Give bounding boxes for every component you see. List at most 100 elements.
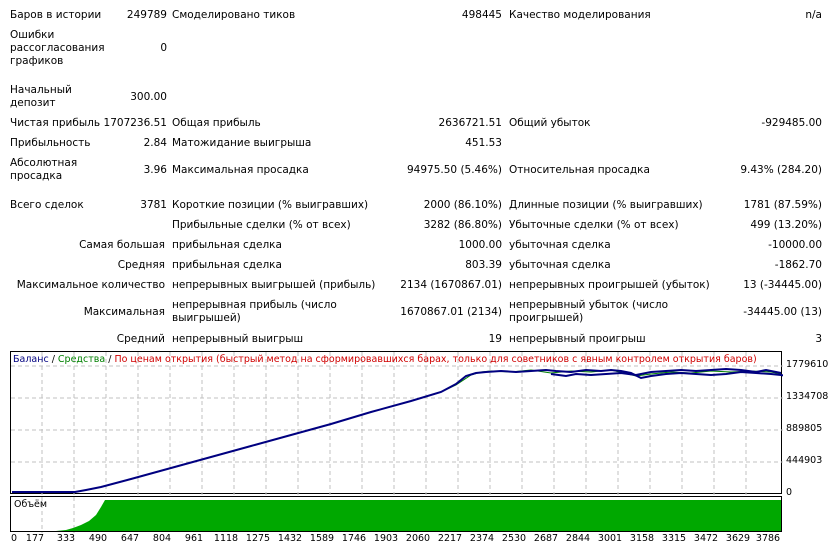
short-positions-value: 2000 (86.10%) xyxy=(423,199,502,211)
average-consecutive-wins-value: 19 xyxy=(488,333,502,345)
average-consecutive-losses-label: непрерывный проигрыш xyxy=(509,333,646,345)
legend-separator: / xyxy=(48,354,58,365)
relative-drawdown-label: Относительная просадка xyxy=(509,164,650,176)
expected-payoff-label: Матожидание выигрыша xyxy=(172,137,312,149)
x-tick-label: 3315 xyxy=(661,533,687,544)
profit-trades-value: 3282 (86.80%) xyxy=(423,219,502,231)
maximal-drawdown-label: Максимальная просадка xyxy=(172,164,309,176)
initial-deposit-label: Начальный депозит xyxy=(10,84,72,109)
volume-plot xyxy=(41,497,781,533)
x-tick-label: 3786 xyxy=(755,533,781,544)
x-tick-label: 3158 xyxy=(629,533,655,544)
balance-line-tail xyxy=(550,367,782,378)
maximal-profit-value: 1670867.01 (2134) xyxy=(400,306,502,318)
x-tick-label: 804 xyxy=(152,533,172,544)
x-tick-label: 1118 xyxy=(213,533,239,544)
net-profit-label: Чистая прибыль xyxy=(10,117,101,129)
volume-label: Объём xyxy=(14,499,48,510)
legend-separator: / xyxy=(105,354,115,365)
bars-in-history-value: 249789 xyxy=(126,9,167,21)
absolute-drawdown-value: 3.96 xyxy=(143,164,167,176)
x-tick-label: 0 xyxy=(10,533,18,544)
total-trades-value: 3781 xyxy=(140,199,167,211)
largest-loss-label: убыточная сделка xyxy=(509,239,611,251)
largest-profit-value: 1000.00 xyxy=(458,239,502,251)
short-positions-label: Короткие позиции (% выигравших) xyxy=(172,199,369,211)
largest-profit-label: прибыльная сделка xyxy=(172,239,282,251)
y-tick-label: 1779610 xyxy=(786,359,828,370)
chart-legend: Баланс / Средства / По ценам открытия (б… xyxy=(13,354,757,365)
maximal-loss-value: -34445.00 (13) xyxy=(743,306,822,318)
maximal-loss-label: непрерывный убыток (число проигрышей) xyxy=(509,299,669,324)
max-consecutive-losses-value: 13 (-34445.00) xyxy=(743,279,822,291)
y-tick-label: 1334708 xyxy=(786,391,828,402)
average-loss-value: -1862.70 xyxy=(774,259,822,271)
max-consecutive-wins-value: 2134 (1670867.01) xyxy=(400,279,502,291)
average-consecutive-losses-value: 3 xyxy=(815,333,822,345)
bars-in-history-label: Баров в истории xyxy=(10,9,102,21)
x-tick-label: 2844 xyxy=(565,533,591,544)
gross-loss-label: Общий убыток xyxy=(509,117,591,129)
x-tick-label: 1432 xyxy=(277,533,303,544)
x-tick-label: 2374 xyxy=(469,533,495,544)
y-tick-label: 444903 xyxy=(786,455,823,466)
x-tick-label: 2687 xyxy=(533,533,559,544)
mismatch-errors-label: Ошибки рассогласования графиков xyxy=(10,29,105,67)
balance-chart: Баланс / Средства / По ценам открытия (б… xyxy=(10,351,783,495)
volume-area xyxy=(56,500,781,531)
x-tick-label: 1746 xyxy=(341,533,367,544)
balance-chart-plot xyxy=(11,352,783,495)
loss-trades-value: 499 (13.20%) xyxy=(750,219,822,231)
y-tick-label: 889805 xyxy=(786,423,823,434)
average-profit-label: прибыльная сделка xyxy=(172,259,282,271)
x-tick-label: 3629 xyxy=(725,533,751,544)
mismatch-errors-value: 0 xyxy=(160,42,167,54)
x-tick-label: 647 xyxy=(120,533,140,544)
net-profit-value: 1707236.51 xyxy=(103,117,167,129)
gross-profit-label: Общая прибыль xyxy=(172,117,261,129)
gross-loss-value: -929485.00 xyxy=(761,117,822,129)
maximal-drawdown-value: 94975.50 (5.46%) xyxy=(407,164,502,176)
expected-payoff-value: 451.53 xyxy=(465,137,502,149)
x-tick-label: 2217 xyxy=(437,533,463,544)
x-tick-label: 1589 xyxy=(309,533,335,544)
maximal-profit-label: непрерывная прибыль (число выигрышей) xyxy=(172,299,337,324)
modeling-quality-label: Качество моделирования xyxy=(509,9,651,21)
average-profit-value: 803.39 xyxy=(465,259,502,271)
x-tick-label: 1903 xyxy=(373,533,399,544)
chart-grid xyxy=(11,352,783,495)
x-tick-label: 2530 xyxy=(501,533,527,544)
largest-loss-value: -10000.00 xyxy=(768,239,822,251)
average-label: Средняя xyxy=(117,259,165,271)
x-tick-label: 333 xyxy=(56,533,76,544)
x-tick-label: 2060 xyxy=(405,533,431,544)
x-tick-label: 490 xyxy=(88,533,108,544)
volume-chart: Объём xyxy=(10,496,782,533)
max-consecutive-losses-label: непрерывных проигрышей (убыток) xyxy=(509,279,710,291)
initial-deposit-value: 300.00 xyxy=(130,91,167,103)
maximal-label: Максимальная xyxy=(83,306,165,318)
total-trades-label: Всего сделок xyxy=(10,199,84,211)
absolute-drawdown-label: Абсолютная просадка xyxy=(10,157,78,182)
average-loss-label: убыточная сделка xyxy=(509,259,611,271)
max-consecutive-label: Максимальное количество xyxy=(16,279,165,291)
equity-line xyxy=(12,369,782,493)
modeling-quality-value: n/a xyxy=(805,9,822,21)
profit-trades-label: Прибыльные сделки (% от всех) xyxy=(172,219,351,231)
long-positions-label: Длинные позиции (% выигравших) xyxy=(509,199,703,211)
loss-trades-label: Убыточные сделки (% от всех) xyxy=(509,219,679,231)
average-consecutive-wins-label: непрерывный выигрыш xyxy=(172,333,304,345)
largest-label: Самая большая xyxy=(79,239,165,251)
modeled-ticks-label: Смоделировано тиков xyxy=(172,9,296,21)
legend-balance: Баланс xyxy=(13,354,49,365)
y-tick-label: 0 xyxy=(786,487,793,498)
x-tick-label: 3001 xyxy=(597,533,623,544)
volume-grid xyxy=(41,497,75,533)
x-tick-label: 3472 xyxy=(693,533,719,544)
x-tick-label: 1275 xyxy=(245,533,271,544)
gross-profit-value: 2636721.51 xyxy=(438,117,502,129)
modeled-ticks-value: 498445 xyxy=(461,9,502,21)
max-consecutive-wins-label: непрерывных выигрышей (прибыль) xyxy=(172,279,376,291)
balance-line xyxy=(12,368,783,493)
legend-equity: Средства xyxy=(57,354,106,365)
